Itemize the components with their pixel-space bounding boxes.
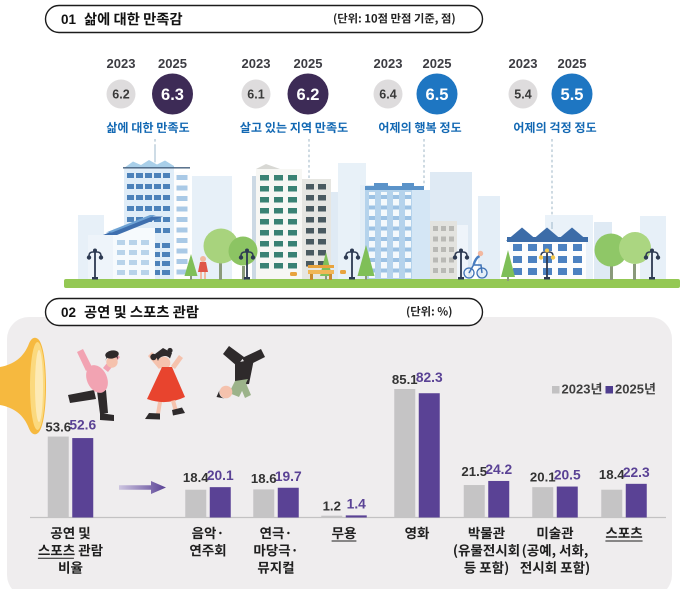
svg-text:6.2: 6.2 [297,86,320,104]
svg-text:2025: 2025 [423,56,452,71]
svg-text:2023: 2023 [374,56,403,71]
svg-text:1.4: 1.4 [347,496,367,511]
svg-text:18.4: 18.4 [183,470,209,485]
svg-text:18.6: 18.6 [251,471,277,486]
svg-text:20.5: 20.5 [554,468,581,483]
svg-text:21.5: 21.5 [461,464,487,479]
svg-text:18.4: 18.4 [599,467,625,482]
svg-text:6.1: 6.1 [247,88,264,102]
svg-text:2025: 2025 [294,56,323,71]
svg-text:6.5: 6.5 [426,86,449,104]
svg-text:02: 02 [61,305,76,320]
svg-text:5.4: 5.4 [514,88,531,102]
svg-text:01: 01 [61,12,77,27]
svg-text:20.1: 20.1 [207,468,234,483]
svg-text:6.3: 6.3 [161,86,184,104]
svg-text:53.6: 53.6 [45,420,71,435]
svg-text:85.1: 85.1 [392,372,418,387]
svg-text:2025: 2025 [158,56,187,71]
svg-text:5.5: 5.5 [561,86,584,104]
svg-text:2023: 2023 [107,56,136,71]
svg-text:19.7: 19.7 [275,469,302,484]
svg-text:2025: 2025 [558,56,587,71]
svg-text:6.2: 6.2 [112,88,129,102]
svg-text:20.1: 20.1 [530,470,556,485]
svg-text:2023: 2023 [242,56,271,71]
svg-text:2023: 2023 [509,56,538,71]
svg-text:6.4: 6.4 [379,88,396,102]
svg-text:22.3: 22.3 [623,465,650,480]
svg-text:82.3: 82.3 [416,370,443,385]
svg-text:1.2: 1.2 [323,498,341,513]
svg-text:2025: 2025 [615,382,644,397]
svg-text:24.2: 24.2 [485,462,512,477]
svg-text:52.6: 52.6 [69,418,96,433]
svg-text:2023: 2023 [562,382,591,397]
